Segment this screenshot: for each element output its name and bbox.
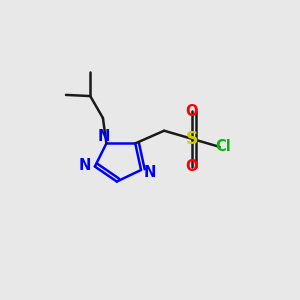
- Text: S: S: [186, 130, 198, 148]
- Text: N: N: [78, 158, 91, 173]
- Text: N: N: [98, 129, 110, 144]
- Text: O: O: [186, 103, 198, 118]
- Text: Cl: Cl: [215, 140, 231, 154]
- Text: O: O: [186, 159, 198, 174]
- Text: N: N: [144, 165, 156, 180]
